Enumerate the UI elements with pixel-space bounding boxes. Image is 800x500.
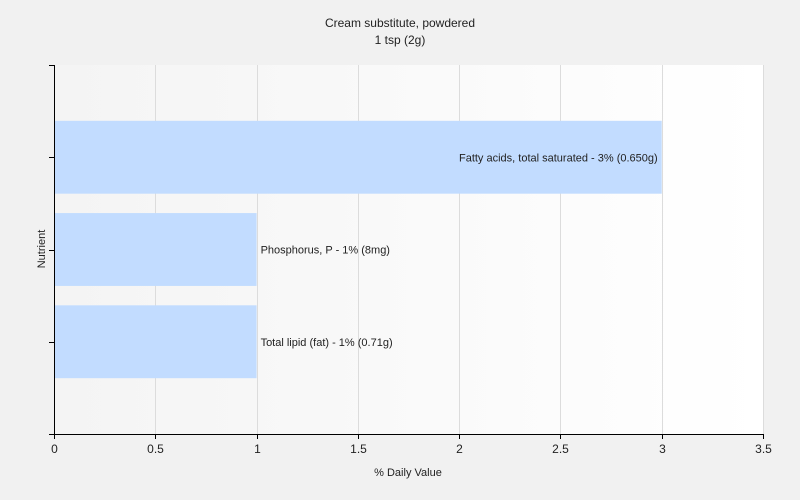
x-tick-label: 2 [456, 442, 463, 456]
bar-data-label: Total lipid (fat) - 1% (0.71g) [261, 337, 393, 349]
chart-title: Cream substitute, powdered [325, 16, 475, 30]
x-tick-label: 3 [659, 442, 666, 456]
bar-data-label: Fatty acids, total saturated - 3% (0.650… [459, 152, 658, 164]
bar [55, 213, 257, 286]
x-tick-label: 0 [51, 442, 58, 456]
bar [55, 120, 662, 194]
bar-data-label: Phosphorus, P - 1% (8mg) [261, 245, 390, 257]
x-tick-label: 3.5 [755, 442, 772, 456]
x-tick-label: 1.5 [350, 442, 367, 456]
x-tick-label: 2.5 [552, 442, 569, 456]
x-axis-title: % Daily Value [374, 467, 442, 479]
chart-subtitle: 1 tsp (2g) [375, 33, 426, 47]
bar [55, 305, 257, 379]
y-axis-title: Nutrient [36, 230, 48, 269]
x-tick-label: 0.5 [147, 442, 164, 456]
bars: Fatty acids, total saturated - 3% (0.650… [55, 120, 662, 379]
x-tick-label: 1 [254, 442, 261, 456]
axes: 0 0.5 1 1.5 2 2.5 3 3.5 [49, 65, 772, 456]
